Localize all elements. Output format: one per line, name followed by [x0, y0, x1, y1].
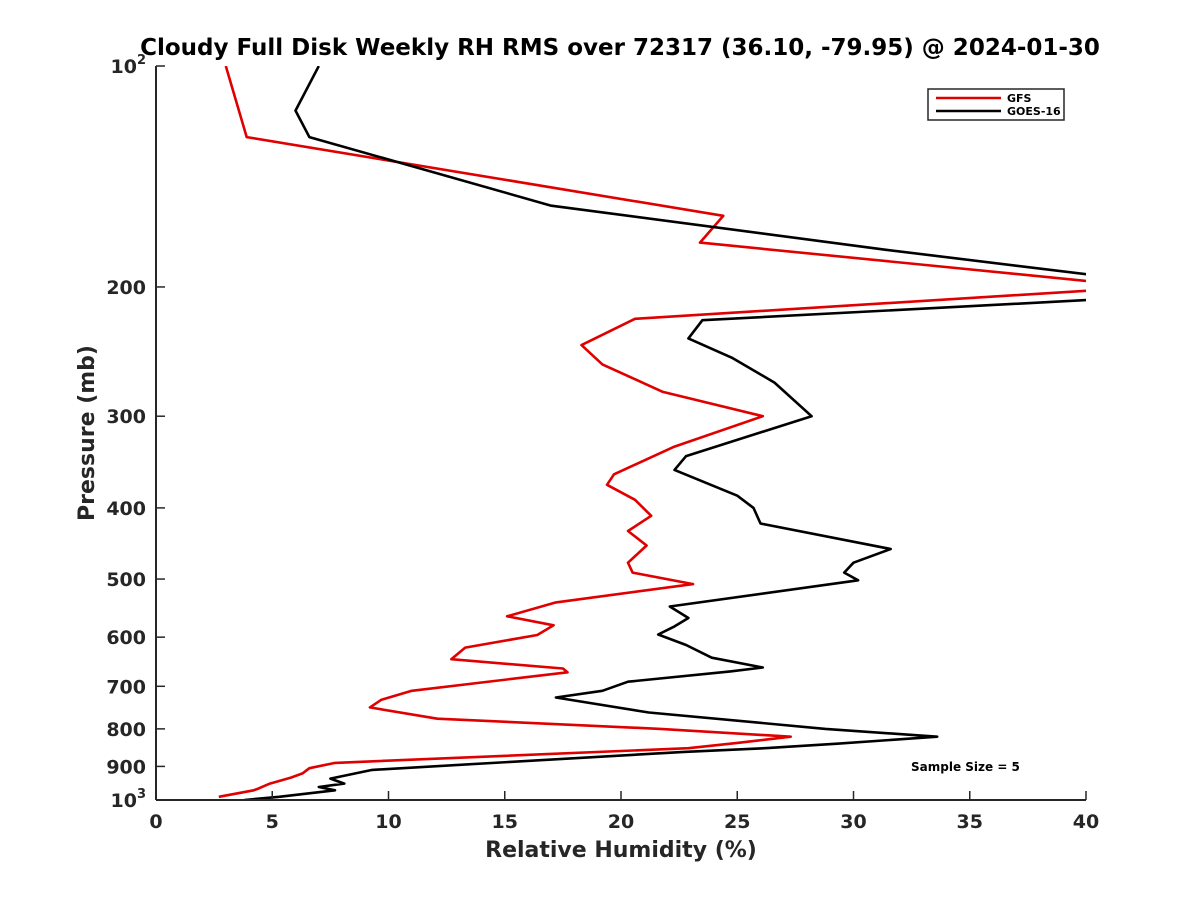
sample-size-annotation: Sample Size = 5 — [911, 760, 1020, 774]
x-tick-label: 20 — [608, 811, 634, 833]
y-tick-label: 200 — [106, 277, 146, 299]
x-tick-label: 30 — [840, 811, 866, 833]
y-tick-label: 600 — [106, 627, 146, 649]
y-tick-label: 800 — [106, 719, 146, 741]
x-tick-label: 15 — [492, 811, 518, 833]
x-tick-label: 10 — [375, 811, 401, 833]
series-layer — [218, 66, 1086, 800]
x-axis-ticks: 0 5 10 15 20 25 30 35 40 — [149, 791, 1099, 833]
y-axis-label: Pressure (mb) — [75, 345, 100, 521]
legend-box — [927, 88, 1065, 121]
y-tick-label: 900 — [106, 756, 146, 778]
series-line-1 — [244, 66, 1086, 800]
x-tick-label: 0 — [149, 811, 162, 833]
x-axis-label: Relative Humidity (%) — [485, 838, 757, 863]
y-tick-label: 102 — [111, 53, 147, 78]
y-tick-label: 500 — [106, 569, 146, 591]
chart-title: Cloudy Full Disk Weekly RH RMS over 7231… — [140, 35, 1100, 61]
y-tick-label: 103 — [111, 787, 147, 812]
plot-area-frame — [156, 66, 1086, 800]
x-tick-label: 40 — [1073, 811, 1099, 833]
x-tick-label: 35 — [957, 811, 983, 833]
legend-label-1: GOES-16 — [1007, 105, 1061, 118]
x-tick-label: 5 — [266, 811, 279, 833]
y-tick-label: 400 — [106, 498, 146, 520]
y-tick-label: 700 — [106, 676, 146, 698]
y-tick-label: 300 — [106, 406, 146, 428]
x-tick-label: 25 — [724, 811, 750, 833]
series-line-0 — [218, 66, 1086, 799]
y-axis-ticks: 102 200 300 400 500 600 700 800 900 103 — [106, 53, 165, 812]
legend-label-0: GFS — [1007, 92, 1032, 105]
